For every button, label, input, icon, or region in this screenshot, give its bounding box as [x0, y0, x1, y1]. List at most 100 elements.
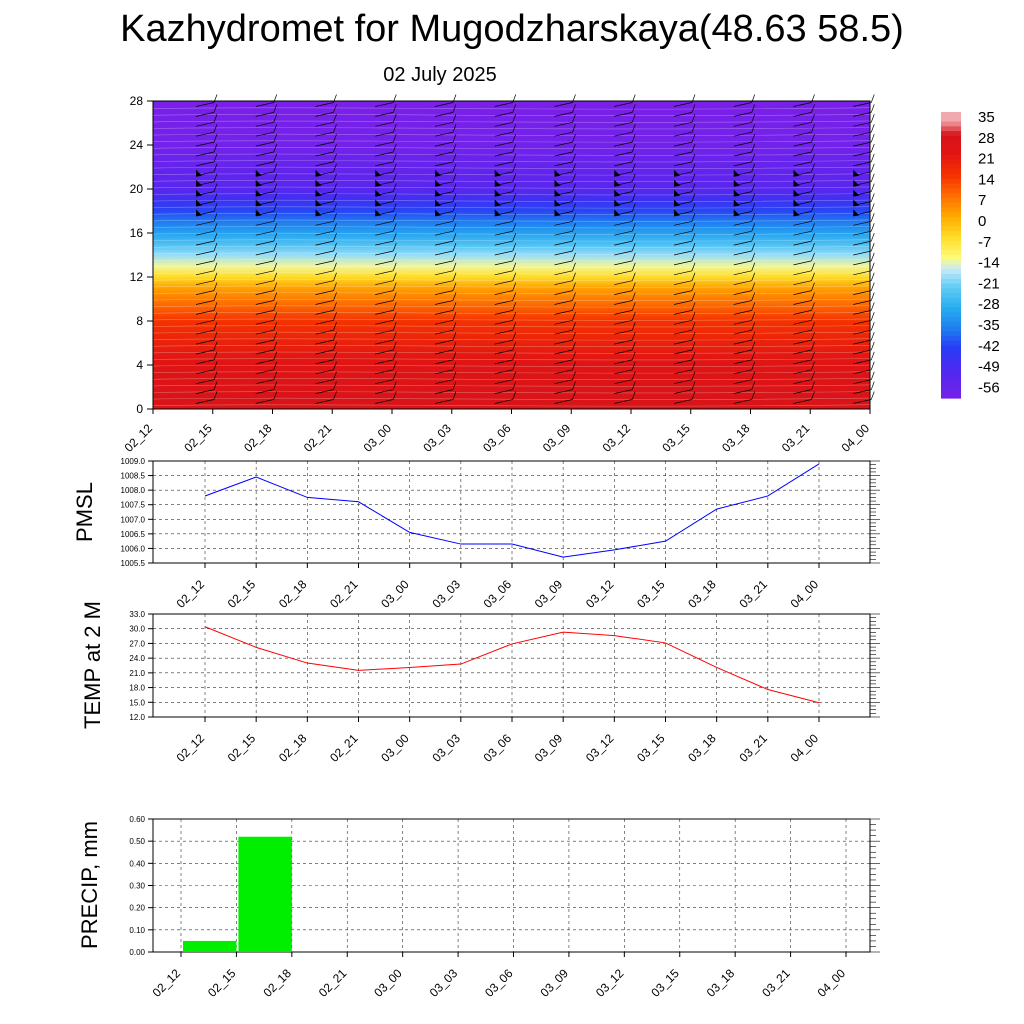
- wind-barb: [853, 104, 875, 117]
- wind-barb: [255, 272, 278, 286]
- contour-line: [152, 232, 871, 235]
- colorbar-segment: [941, 388, 961, 394]
- y-tick-label: 0.50: [129, 837, 145, 846]
- wind-barb: [793, 104, 815, 117]
- wind-barb: [614, 114, 636, 127]
- wind-barb: [375, 391, 397, 404]
- wind-barb: [614, 272, 636, 286]
- wind-barb: [494, 242, 517, 256]
- x-tick-label: 04_00: [788, 577, 822, 611]
- wind-barb: [793, 371, 815, 385]
- pmsl-panel: [148, 460, 880, 568]
- plot-frame: [152, 613, 871, 718]
- y-tick-label: 12.0: [129, 713, 145, 722]
- wind-barb: [733, 124, 756, 137]
- wind-barb: [793, 124, 815, 137]
- wind-barb: [733, 114, 756, 127]
- contour-line: [152, 272, 871, 275]
- y-tick-label: 28: [130, 94, 144, 108]
- wind-barb: [853, 143, 875, 157]
- wind-barb: [554, 232, 576, 246]
- x-tick-label: 03_18: [719, 421, 753, 455]
- wind-barb: [853, 351, 875, 365]
- wind-barb: [673, 381, 696, 394]
- wind-barb: [195, 351, 218, 365]
- contour-line: [152, 120, 871, 123]
- wind-barb: [733, 361, 756, 375]
- wind-barb: [554, 312, 576, 325]
- wind-barb: [434, 292, 457, 305]
- wind-barb: [614, 361, 636, 375]
- wind-barb: [195, 272, 218, 286]
- wind-barb: [853, 163, 875, 177]
- wind-barb: [853, 232, 875, 246]
- colorbar-segment: [941, 378, 961, 385]
- wind-barb: [554, 381, 576, 394]
- wind-barb: [793, 163, 815, 177]
- y-tick-label: 30.0: [129, 625, 145, 634]
- wind-barb: [434, 232, 457, 246]
- x-tick-label: 02_21: [301, 421, 335, 455]
- colorbar-segment: [941, 169, 961, 175]
- wind-barb: [733, 262, 756, 276]
- wind-barb: [614, 223, 636, 236]
- colorbar-segment: [941, 321, 961, 328]
- x-tick-label: 03_21: [779, 421, 813, 455]
- wind-barb: [554, 153, 576, 167]
- y-tick-label: 15.0: [129, 698, 145, 707]
- wind-barb: [554, 272, 576, 286]
- wind-barb: [434, 312, 457, 325]
- wind-barb: [793, 282, 815, 295]
- contour-line: [152, 153, 871, 156]
- x-tick-label: 03_21: [736, 577, 770, 611]
- colorbar-segment: [941, 345, 961, 351]
- contour-line: [152, 173, 871, 176]
- y-tick-label: 0.20: [129, 904, 145, 913]
- wind-barb: [554, 282, 576, 295]
- contour-line: [152, 305, 871, 308]
- colorbar-segment: [941, 183, 961, 189]
- wind-barb: [554, 223, 576, 236]
- contour-line: [152, 318, 871, 321]
- wind-barb: [733, 272, 756, 286]
- wind-barb: [793, 133, 815, 147]
- wind-barb: [195, 381, 218, 394]
- wind-barb: [434, 262, 457, 276]
- wind-barb: [554, 361, 576, 375]
- wind-barb: [315, 361, 337, 375]
- wind-barb: [375, 153, 397, 167]
- wind-barb: [733, 322, 756, 335]
- wind-barb: [614, 203, 636, 217]
- wind-barb: [434, 124, 457, 137]
- colorbar-segment: [941, 197, 961, 204]
- wind-barb: [793, 262, 815, 276]
- wind-barb: [554, 302, 576, 315]
- x-tick-label: 02_21: [327, 731, 361, 765]
- contour-line: [152, 404, 871, 407]
- colorbar-segment: [941, 283, 961, 289]
- wind-barb: [494, 331, 517, 345]
- wind-barb: [434, 381, 457, 394]
- wind-barb: [673, 302, 696, 315]
- wind-barb: [614, 124, 636, 137]
- colorbar-segment: [941, 355, 961, 361]
- wind-barb: [673, 292, 696, 305]
- colorbar-segment: [941, 135, 961, 142]
- y-tick-label: 24.0: [129, 654, 145, 663]
- wind-barb: [375, 173, 397, 187]
- wind-barb: [614, 391, 636, 404]
- wind-barb: [315, 143, 337, 157]
- colorbar-segment: [941, 150, 961, 156]
- wind-barb: [614, 232, 636, 246]
- wind-barb: [375, 163, 397, 177]
- wind-barb: [614, 183, 636, 197]
- wind-barb: [793, 153, 815, 167]
- wind-barb: [375, 252, 397, 266]
- colorbar-label: 14: [978, 171, 995, 188]
- wind-barb: [255, 203, 278, 217]
- contour-line: [152, 239, 871, 242]
- colorbar-segment: [941, 269, 961, 275]
- wind-barb: [673, 282, 696, 295]
- contour-line: [152, 199, 871, 202]
